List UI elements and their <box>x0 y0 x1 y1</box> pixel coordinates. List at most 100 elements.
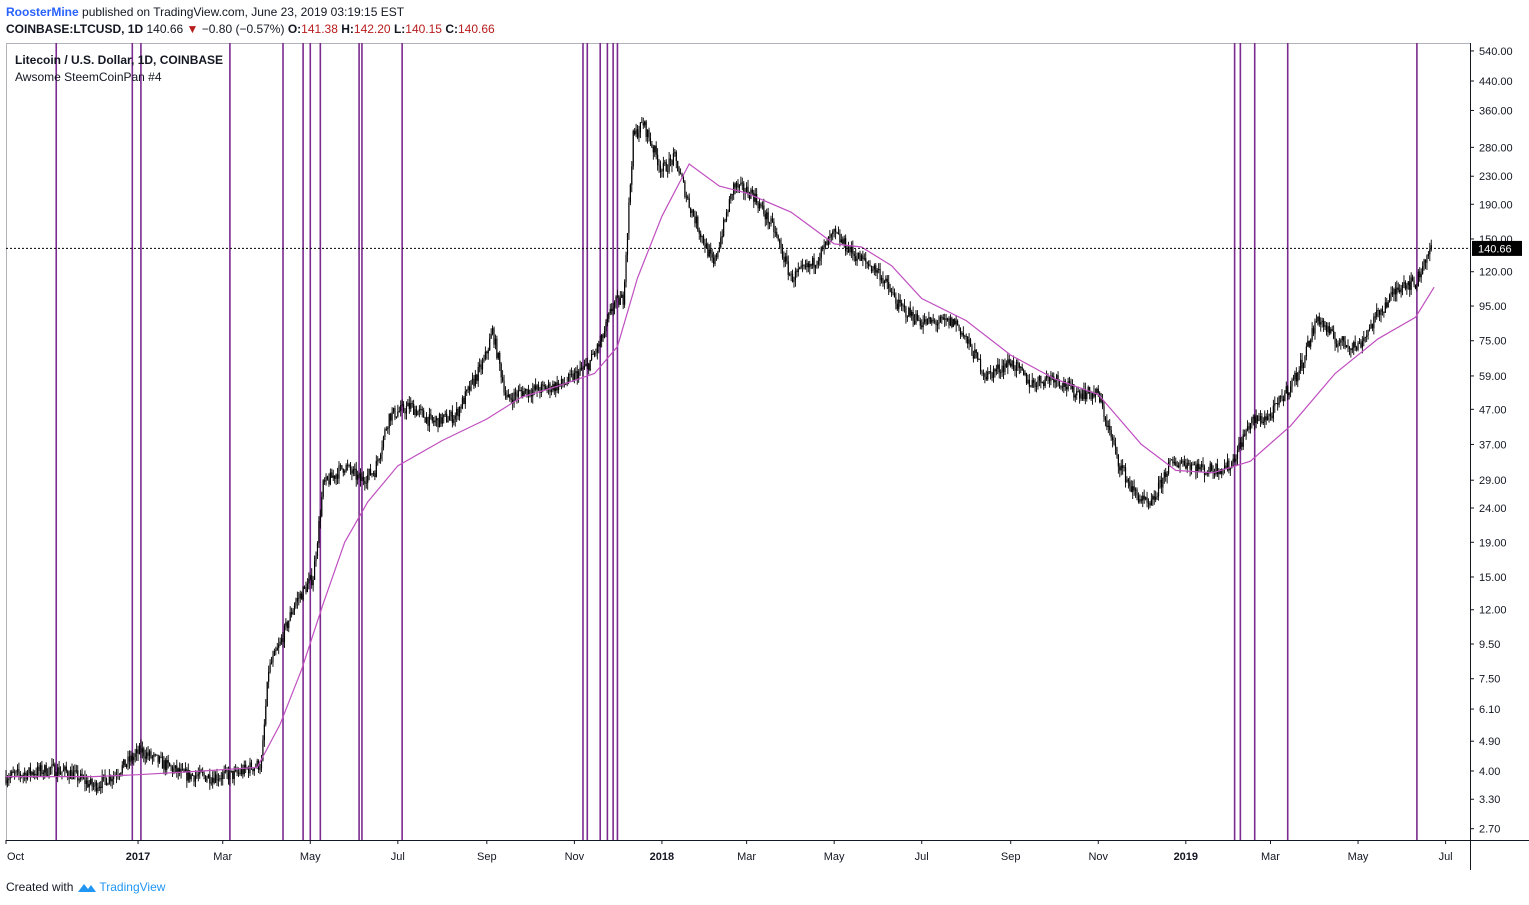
candle-2018-03-09 <box>757 201 759 214</box>
candle-2019-05-11-body <box>1371 323 1373 329</box>
candle-2018-10-15-body <box>1073 384 1075 398</box>
candle-2017-12-02 <box>618 295 620 308</box>
candle-2019-05-27 <box>1394 282 1396 302</box>
candle-2016-11-01 <box>49 766 52 775</box>
candle-2017-11-24 <box>606 313 608 327</box>
candle-2017-03-14 <box>240 763 242 777</box>
candle-2019-02-20-body <box>1256 415 1259 422</box>
candle-2017-12-22-body <box>646 129 649 137</box>
candle-2018-06-25 <box>912 306 914 327</box>
candle-2017-01-07 <box>146 747 148 763</box>
candle-2017-03-31 <box>265 699 267 727</box>
candle-2017-05-19 <box>335 473 337 486</box>
candle-2017-11-16 <box>595 348 597 357</box>
candle-2017-07-27 <box>434 415 436 427</box>
candle-2017-11-19 <box>599 335 601 348</box>
candle-2018-03-12-body <box>761 205 763 207</box>
candle-2018-10-02 <box>1054 378 1056 389</box>
candle-2018-08-17-body <box>988 371 990 372</box>
author-link[interactable]: RoosterMine <box>6 5 79 19</box>
candle-2019-02-13 <box>1246 420 1249 432</box>
candle-2018-06-19-body <box>903 305 906 308</box>
candle-2017-12-21-body <box>645 121 647 137</box>
candle-2017-12-25-body <box>651 143 653 147</box>
candle-2019-03-02-body <box>1271 415 1273 419</box>
candle-2017-03-29-body <box>262 740 264 761</box>
candle-2018-09-18-body <box>1034 382 1036 387</box>
candle-2018-09-23-body <box>1041 382 1043 384</box>
candle-2018-08-20 <box>992 365 995 383</box>
candle-2019-03-31-body <box>1312 328 1315 334</box>
x-tick-label-12: Nov <box>1088 851 1108 863</box>
candle-2017-01-19-body <box>163 760 165 769</box>
candle-2017-07-05-body <box>402 404 405 411</box>
candle-2017-09-15-body <box>506 395 508 398</box>
candle-2018-11-15 <box>1117 453 1119 474</box>
candle-2017-08-17-body <box>464 391 466 404</box>
candle-2017-05-10 <box>322 479 324 500</box>
candle-2019-02-01 <box>1229 467 1231 476</box>
candle-2018-07-22-body <box>951 317 953 327</box>
candle-2019-01-08-body <box>1195 465 1197 473</box>
candle-2018-03-19 <box>771 212 774 223</box>
candle-2018-08-06-body <box>972 355 974 359</box>
candle-2017-12-20-body <box>644 121 646 126</box>
candle-2017-10-30-body <box>570 373 573 375</box>
candle-2018-04-05 <box>796 268 798 278</box>
candle-2018-05-20-body <box>860 255 863 261</box>
candle-2019-05-25 <box>1391 286 1394 297</box>
candle-2016-11-15-body <box>69 770 72 779</box>
candle-2019-01-28 <box>1223 459 1226 474</box>
candle-2018-01-26-body <box>697 216 699 231</box>
y-tick-label-4.00: 4.00 <box>1479 766 1500 778</box>
candle-2018-07-30-body <box>962 332 964 336</box>
candle-2018-05-10-body <box>846 251 848 253</box>
candle-2017-06-25-body <box>388 413 390 428</box>
candle-2017-11-13 <box>591 350 593 362</box>
time-axis[interactable]: Oct 2017 Mar May Jul Sep Nov 2018 Mar May Jul Sep No… <box>5 840 1453 863</box>
candle-2018-05-16-body <box>855 255 857 261</box>
candle-2019-03-05-body <box>1275 403 1277 404</box>
candle-2017-12-16-body <box>638 132 640 138</box>
candle-2017-07-07 <box>405 401 408 420</box>
candle-2019-05-03 <box>1360 339 1362 349</box>
candle-2018-11-20 <box>1124 463 1127 488</box>
candle-2018-05-06-body <box>840 239 842 243</box>
candle-2018-12-02-body <box>1142 495 1144 501</box>
candle-2017-01-13-body <box>154 754 156 756</box>
candle-2018-03-13-body <box>763 205 765 214</box>
candle-2018-01-10-body <box>674 152 676 154</box>
tradingview-link[interactable]: TradingView <box>99 880 166 894</box>
candle-2017-06-26-body <box>390 413 392 421</box>
candle-2017-06-20 <box>381 440 383 462</box>
candle-2018-06-27 <box>915 310 917 325</box>
candle-2018-09-01-body <box>1010 363 1012 367</box>
candle-2019-05-05 <box>1363 330 1365 347</box>
candle-2017-03-02 <box>223 765 225 780</box>
candle-2017-12-13 <box>634 127 636 136</box>
candle-2018-01-27 <box>698 227 700 240</box>
candle-2018-10-21-body <box>1081 393 1084 399</box>
candle-2019-03-30 <box>1311 322 1313 343</box>
candle-2018-06-13 <box>895 292 897 310</box>
candle-2017-05-26-body <box>345 465 347 471</box>
candle-2019-02-10-body <box>1242 434 1244 447</box>
candle-2017-03-10-body <box>235 769 237 771</box>
candle-2017-07-11-body <box>411 403 413 404</box>
candle-2018-03-15 <box>766 208 768 226</box>
candle-2019-05-21 <box>1386 297 1388 309</box>
candle-2019-02-26-body <box>1265 416 1267 420</box>
candle-2017-05-31-body <box>352 469 354 474</box>
candle-2018-04-12 <box>806 259 808 273</box>
candle-2018-12-13-body <box>1157 482 1160 497</box>
symbol-label: COINBASE:LTCUSD, 1D <box>6 22 144 36</box>
candle-2018-08-09 <box>977 351 979 363</box>
candle-2018-02-03-body <box>708 249 710 257</box>
candle-2018-01-01 <box>661 168 663 178</box>
candle-2019-05-09-body <box>1368 328 1371 330</box>
candle-2019-05-28-body <box>1396 287 1398 295</box>
candle-2017-06-02-body <box>355 468 357 480</box>
candle-2018-12-25-body <box>1175 461 1177 466</box>
price-axis[interactable]: 540.00440.00360.00280.00230.00190.00150.… <box>1470 46 1513 836</box>
